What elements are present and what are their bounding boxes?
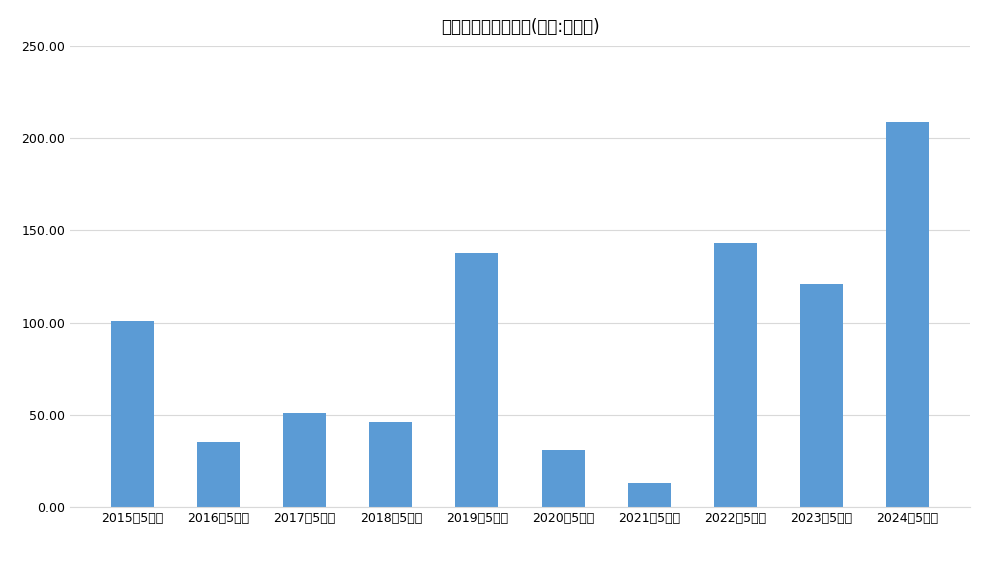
Bar <box>542 450 585 507</box>
Title: ケイブの研究開発費(単位:百万円): ケイブの研究開発費(単位:百万円) <box>441 18 599 36</box>
Bar <box>369 422 412 507</box>
Bar <box>628 483 671 507</box>
Bar <box>283 413 326 507</box>
Bar <box>714 243 757 507</box>
Bar <box>111 321 154 507</box>
Bar <box>197 442 240 507</box>
Bar <box>800 284 843 507</box>
Bar <box>455 252 498 507</box>
Bar <box>886 122 929 507</box>
